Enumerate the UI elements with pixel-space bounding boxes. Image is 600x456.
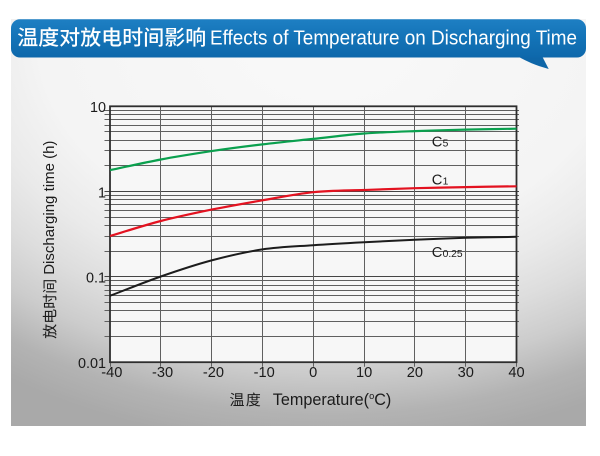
svg-text:0: 0 <box>309 365 317 381</box>
svg-text:-40: -40 <box>101 365 122 381</box>
svg-text:30: 30 <box>458 365 474 381</box>
svg-text:C: C <box>432 245 443 261</box>
svg-text:-20: -20 <box>203 365 224 381</box>
svg-text:-30: -30 <box>152 365 173 381</box>
svg-text:Temperature(oC): Temperature(oC) <box>273 391 392 409</box>
svg-text:10: 10 <box>90 100 106 116</box>
svg-text:Effects of Temperature on Disc: Effects of Temperature on Discharging Ti… <box>210 27 577 50</box>
svg-text:10: 10 <box>356 365 372 381</box>
svg-text:1: 1 <box>98 185 106 201</box>
svg-text:-10: -10 <box>254 365 275 381</box>
svg-text:0.25: 0.25 <box>443 249 463 260</box>
svg-text:Discharging time (h): Discharging time (h) <box>41 141 58 275</box>
svg-text:0.01: 0.01 <box>78 356 106 372</box>
svg-text:C: C <box>432 172 443 188</box>
svg-text:40: 40 <box>508 365 524 381</box>
svg-text:20: 20 <box>407 365 423 381</box>
svg-text:1: 1 <box>443 176 449 187</box>
svg-text:C: C <box>432 134 443 150</box>
svg-text:0.1: 0.1 <box>86 271 106 287</box>
svg-text:5: 5 <box>443 138 449 149</box>
